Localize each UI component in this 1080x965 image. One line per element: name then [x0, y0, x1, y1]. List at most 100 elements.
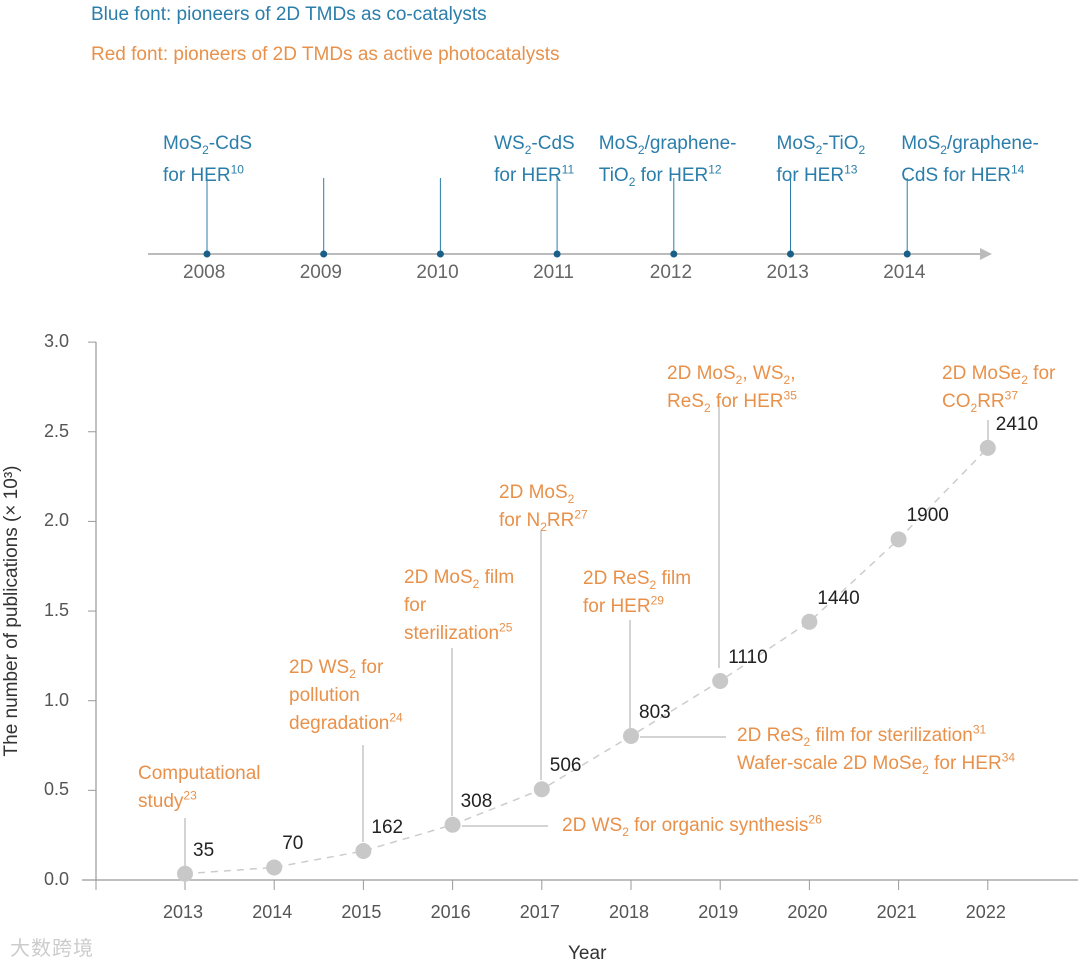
- timeline-dot: [903, 250, 911, 258]
- text-segment: for HER: [776, 165, 845, 186]
- timeline-dot: [670, 250, 678, 258]
- text-segment: 31: [972, 722, 987, 737]
- text-segment: 23: [183, 788, 197, 803]
- text-segment: 2D MoS: [499, 482, 568, 503]
- data-point-2016: [444, 816, 461, 833]
- text-segment: for: [1027, 363, 1056, 384]
- timeline-dot: [320, 250, 328, 258]
- y-tick-label: 2.5: [44, 420, 70, 441]
- timeline-year-2014: 2014: [883, 262, 926, 283]
- timeline-event-2008: MoS2-CdS for HER10: [163, 128, 252, 192]
- text-segment: -TiO: [822, 133, 859, 154]
- annotation-line: 2D MoS2 film: [404, 564, 514, 592]
- text-segment: for HER: [635, 165, 709, 186]
- text-segment: for HER: [163, 165, 231, 186]
- y-tick-label: 3.0: [44, 331, 70, 352]
- annotation-2016: 2D WS2 for organic synthesis26: [562, 812, 822, 840]
- text-segment: , WS: [742, 363, 784, 384]
- text-segment: MoS: [776, 133, 816, 154]
- x-tick-label-2020: 2020: [787, 902, 828, 922]
- text-segment: study: [138, 791, 184, 812]
- data-label-2019: 1110: [728, 646, 768, 668]
- x-tick-label-2015: 2015: [341, 902, 382, 922]
- annotation-2018: 2D ReS2 film for HER29: [583, 565, 691, 621]
- annotation-2013: Computational study23: [138, 760, 261, 816]
- data-label-2022: 2410: [995, 413, 1039, 435]
- text-segment: Computational: [138, 763, 261, 784]
- text-segment: Wafer-scale 2D MoSe: [737, 753, 923, 774]
- x-tick-label-2018: 2018: [609, 902, 650, 922]
- annotation-line: 2D WS2 for: [289, 654, 403, 682]
- text-segment: for HER: [928, 753, 1002, 774]
- data-point-2017: [533, 781, 550, 798]
- text-segment: 2: [567, 491, 575, 506]
- text-segment: for HER: [583, 596, 651, 617]
- timeline-dot: [436, 250, 444, 258]
- data-point-2020: [801, 613, 818, 630]
- text-segment: 2: [970, 400, 978, 415]
- data-point-2022: [979, 439, 996, 456]
- text-segment: MoS: [598, 133, 638, 154]
- annotation-line: 2D ReS2 film for sterilization31: [737, 722, 1015, 750]
- annotation-line: CO2RR37: [942, 388, 1055, 416]
- text-segment: CdS for HER: [901, 165, 1011, 186]
- text-segment: 34: [1001, 750, 1016, 765]
- text-segment: 2: [1021, 372, 1028, 387]
- text-segment: 2: [540, 519, 547, 534]
- data-point-2018: [623, 728, 639, 745]
- data-label-2020: 1440: [817, 587, 860, 609]
- text-segment: 2: [703, 400, 711, 415]
- text-segment: 24: [389, 710, 403, 725]
- annotation-line: for HER29: [583, 593, 691, 621]
- annotation-line: MoS2-CdS: [163, 128, 252, 160]
- text-segment: 10: [230, 162, 244, 177]
- timeline-year-2009: 2009: [299, 262, 342, 283]
- text-segment: 13: [844, 162, 858, 177]
- text-segment: pollution: [289, 685, 360, 706]
- annotation-2016: 2D MoS2 film for sterilization25: [404, 564, 514, 648]
- annotation-line: 2D MoS2: [499, 479, 588, 507]
- annotation-line: sterilization25: [404, 620, 514, 648]
- annotation-line: WS2-CdS: [494, 128, 575, 160]
- y-tick-label: 0.0: [44, 869, 70, 889]
- annotation-line: for: [404, 592, 514, 620]
- text-segment: 11: [561, 162, 575, 177]
- annotation-line: 2D ReS2 film: [583, 565, 691, 593]
- annotation-line: MoS2/graphene-: [599, 128, 737, 160]
- text-segment: for organic synthesis: [628, 815, 809, 836]
- timeline-dot: [553, 250, 561, 258]
- x-tick-label-2017: 2017: [519, 902, 560, 922]
- text-segment: MoS: [163, 133, 203, 154]
- data-point-2021: [890, 531, 907, 548]
- annotation-2018: 2D ReS2 film for sterilization31 Wafer-sc…: [737, 722, 1015, 778]
- text-segment: 2D MoS: [667, 363, 736, 384]
- annotation-2017: 2D MoS2 for N2RR27: [499, 479, 588, 535]
- text-segment: film: [656, 568, 692, 589]
- text-segment: 2D ReS: [583, 568, 650, 589]
- data-label-2013: 35: [193, 839, 215, 861]
- legend-blue: Blue font: pioneers of 2D TMDs as co-cat…: [91, 4, 487, 25]
- annotation-line: study23: [138, 788, 261, 816]
- trend-line: [184, 447, 989, 875]
- text-segment: 12: [708, 162, 722, 177]
- annotation-line: for HER11: [494, 160, 575, 192]
- timeline-year-2012: 2012: [649, 262, 693, 283]
- x-axis-title: Year: [568, 943, 607, 964]
- annotation-line: MoS2/graphene-: [901, 128, 1039, 160]
- text-segment: 25: [499, 620, 513, 635]
- text-segment: -CdS: [208, 133, 253, 154]
- timeline-event-2012: MoS2/graphene- TiO2 for HER12: [599, 128, 737, 192]
- watermark: 大数跨境: [10, 938, 94, 960]
- text-segment: 2: [202, 142, 209, 157]
- text-segment: CO: [942, 391, 971, 412]
- text-segment: degradation: [289, 713, 390, 734]
- text-segment: for HER: [494, 165, 562, 186]
- data-label-2016: 308: [460, 790, 493, 812]
- text-segment: sterilization: [404, 623, 500, 644]
- x-tick-label-2021: 2021: [876, 902, 917, 922]
- text-segment: /graphene-: [644, 133, 737, 154]
- x-tick-label-2014: 2014: [252, 902, 293, 922]
- data-label-2014: 70: [282, 833, 304, 855]
- timeline-event-2013: MoS2-TiO2 for HER13: [777, 128, 866, 192]
- data-label-2015: 162: [371, 816, 404, 838]
